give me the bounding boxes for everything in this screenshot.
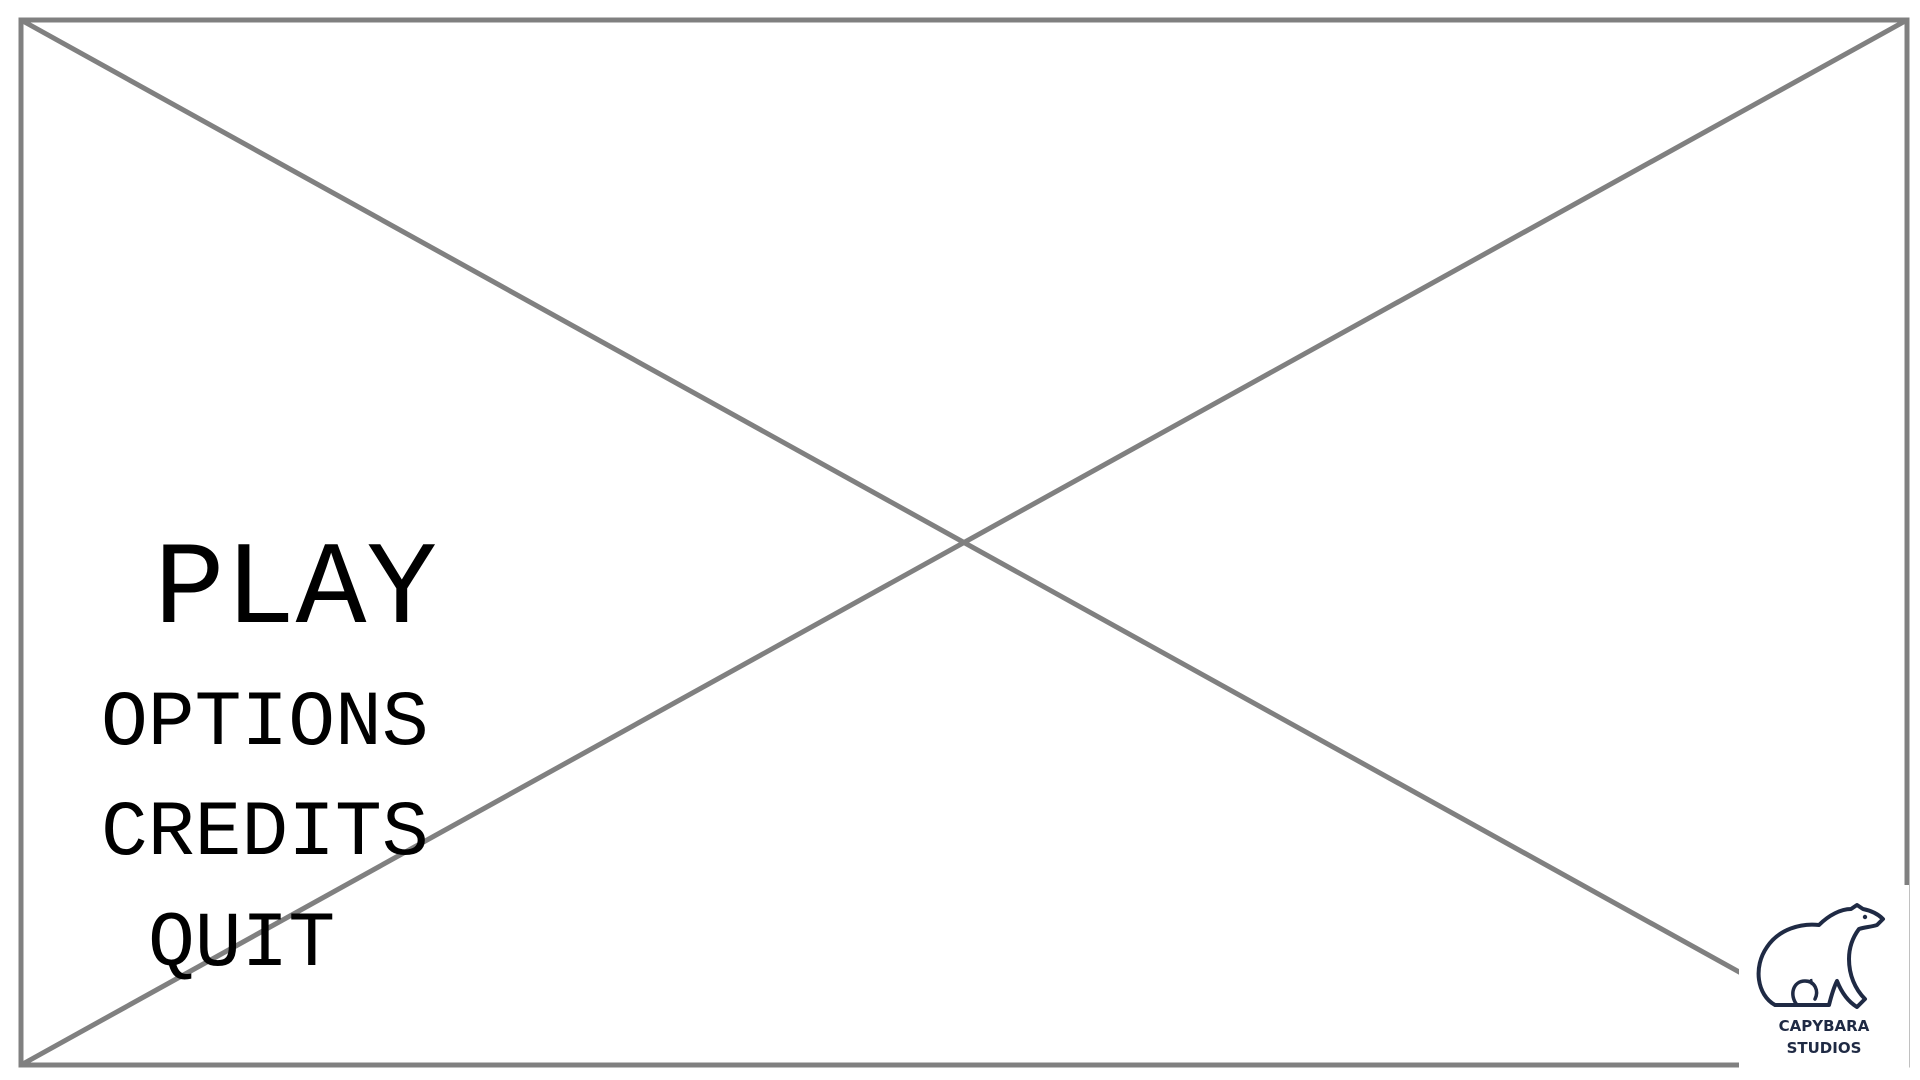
capybara-icon (1756, 903, 1885, 1009)
options-button[interactable]: OPTIONS (101, 680, 429, 768)
placeholder-border (18, 17, 1910, 1068)
studio-logo: CAPYBARA STUDIOS (1739, 885, 1909, 1068)
play-button[interactable]: PLAY (154, 525, 438, 658)
placeholder-diagonal-up (19, 17, 1909, 1068)
logo-text-line1: CAPYBARA (1778, 1017, 1870, 1035)
logo-text-line2: STUDIOS (1786, 1039, 1862, 1057)
quit-button[interactable]: QUIT (148, 901, 336, 989)
credits-button[interactable]: CREDITS (101, 790, 429, 878)
